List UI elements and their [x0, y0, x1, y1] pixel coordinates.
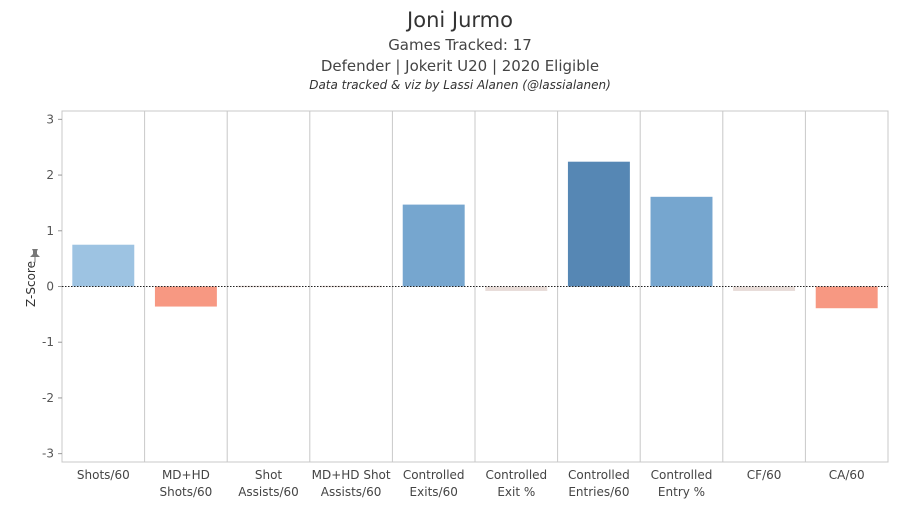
x-category-label: Controlled Entry %	[651, 468, 713, 499]
x-category-label: CA/60	[829, 468, 865, 482]
bar[interactable]	[485, 286, 548, 291]
x-category-label: Controlled Entries/60	[568, 468, 630, 499]
x-category-label: Controlled Exit %	[485, 468, 547, 499]
y-tick-label: 1	[46, 224, 54, 238]
bars	[62, 161, 888, 309]
x-axis-categories: Shots/60 MD+HD Shots/60 Shot Assists/60 MD+HD…	[77, 468, 865, 499]
x-category-label: CF/60	[747, 468, 782, 482]
bar[interactable]	[237, 285, 300, 288]
x-category-label: Controlled Exits/60	[403, 468, 465, 499]
y-axis-ticks: 3 2 1 0 -1 -2 -3	[42, 112, 62, 461]
pin-icon[interactable]	[30, 249, 40, 263]
bar[interactable]	[567, 161, 630, 287]
bar[interactable]	[402, 204, 465, 287]
bar[interactable]	[733, 286, 796, 291]
data-credit: Data tracked & viz by Lassi Alanen (@las…	[309, 78, 611, 92]
bar[interactable]	[650, 196, 713, 287]
y-axis-title-group: Z-Score	[24, 249, 40, 307]
y-tick-label: 0	[46, 280, 54, 294]
bar[interactable]	[154, 286, 217, 307]
y-tick-label: -3	[42, 447, 54, 461]
y-axis-label: Z-Score	[24, 261, 38, 307]
y-tick-label: 3	[46, 112, 54, 126]
y-tick-label: -2	[42, 391, 54, 405]
games-tracked: Games Tracked: 17	[388, 36, 532, 54]
bar[interactable]	[815, 286, 878, 309]
player-info: Defender | Jokerit U20 | 2020 Eligible	[320, 57, 600, 75]
x-category-label: Shots/60	[77, 468, 130, 482]
bar[interactable]	[72, 244, 135, 287]
x-category-label: Shot Assists/60	[238, 468, 299, 499]
y-tick-label: -1	[42, 335, 54, 349]
x-category-label: MD+HD Shots/60	[159, 468, 212, 499]
x-category-label: MD+HD Shot Assists/60	[312, 468, 391, 499]
chart-title: Joni Jurmo	[407, 8, 513, 32]
y-tick-label: 2	[46, 168, 54, 182]
